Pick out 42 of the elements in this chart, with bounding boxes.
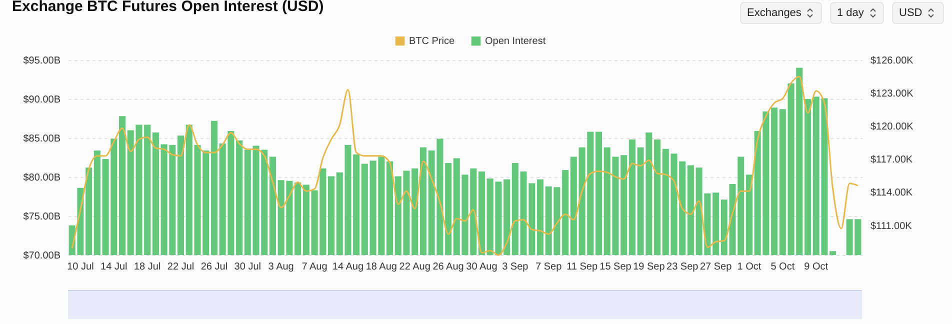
x-tick-label: 26 Jul [200, 262, 228, 272]
x-tick-label: 22 Jul [167, 262, 194, 272]
y2-tick-label: $114.00K [870, 188, 913, 199]
chart-title: Exchange BTC Futures Open Interest (USD) [12, 0, 324, 15]
x-tick-label: 23 Sep [666, 262, 699, 272]
x-tick-label: 10 Jul [67, 262, 94, 272]
x-tick-label: 18 Jul [134, 262, 161, 272]
x-tick-label: 26 Aug [432, 262, 464, 272]
y-tick-label: $85.00B [23, 134, 61, 144]
x-tick-label: 30 Aug [466, 262, 498, 272]
text: 1 day [837, 7, 864, 19]
y-tick-label: $75.00B [23, 212, 61, 222]
text: USD [899, 7, 922, 19]
x-tick-label: 18 Aug [366, 262, 397, 272]
y-tick-label: $70.00B [23, 250, 61, 262]
y2-tick-label: $111.00K [870, 220, 912, 232]
y-tick-label: $95.00B [23, 56, 61, 66]
y-tick-label: $80.00B [23, 172, 61, 184]
text: Exchanges [747, 7, 802, 19]
x-tick-label: 11 Sep [566, 262, 598, 272]
legend-label: BTC Price [409, 36, 455, 48]
x-tick-label: 14 Jul [100, 262, 128, 272]
x-tick-label: 27 Sep [700, 262, 732, 272]
y2-tick-label: $117.00K [870, 154, 913, 166]
x-tick-label: 7 Sep [536, 262, 562, 272]
y2-tick-label: $126.00K [870, 56, 914, 66]
x-tick-label: 3 Aug [268, 262, 294, 272]
x-tick-label: 19 Sep [633, 262, 666, 272]
y2-tick-label: $123.00K [870, 88, 914, 100]
x-tick-label: 7 Aug [302, 262, 328, 272]
line-series [71, 76, 859, 256]
x-tick-label: 15 Sep [600, 262, 632, 272]
x-tick-label: 22 Aug [399, 262, 430, 272]
x-tick-label: 9 Oct [804, 262, 828, 272]
x-tick-label: 30 Jul [234, 262, 261, 272]
legend-label: Open Interest [485, 36, 546, 48]
x-tick-label: 5 Oct [770, 262, 795, 272]
x-tick-label: 14 Aug [332, 262, 364, 272]
x-tick-label: 3 Sep [502, 262, 529, 272]
x-tick-label: 1 Oct [737, 262, 762, 272]
y2-tick-label: $120.00K [870, 122, 914, 133]
y-tick-label: $90.00B [23, 94, 61, 106]
